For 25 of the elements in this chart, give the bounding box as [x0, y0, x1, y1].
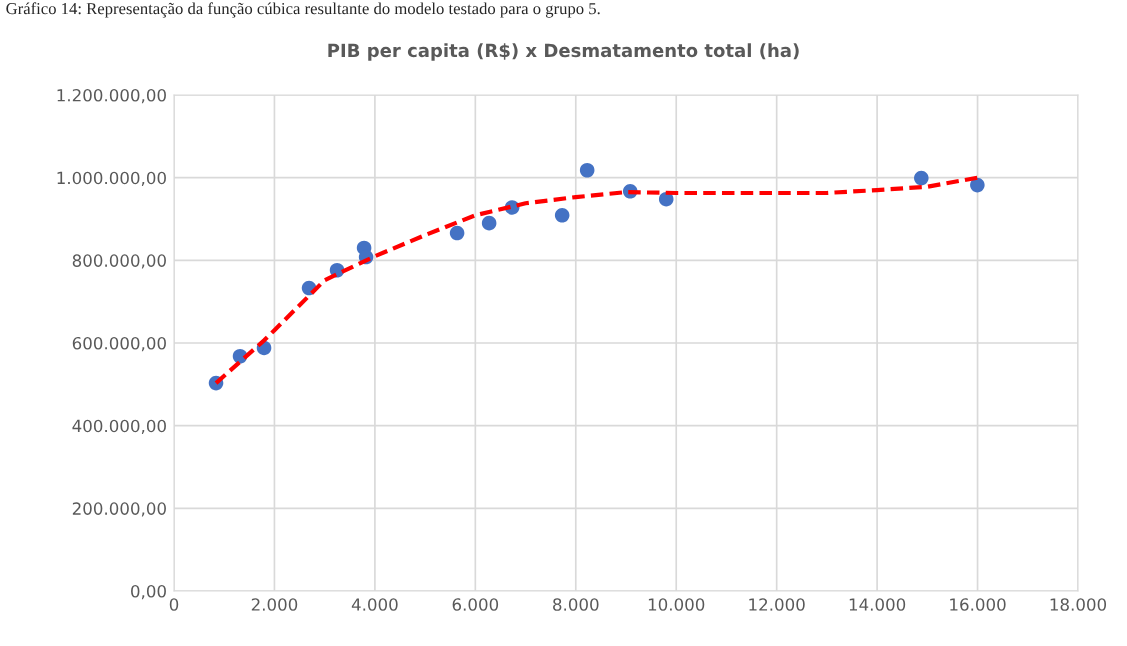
y-tick-label: 400.000,00: [72, 419, 166, 434]
x-tick-label: 14.000: [849, 598, 906, 611]
point: [914, 170, 929, 186]
point: [449, 225, 465, 241]
y-tick-label: 1.200.000,00: [57, 88, 166, 104]
text: Gráfico 14: Representação da função cúbica resultante do modelo testado para o grupo 5.: [6, 2, 600, 18]
point: [554, 208, 570, 223]
y-tick-label: 1.000.000,00: [57, 171, 166, 186]
x-tick-label: 16.000: [950, 598, 1006, 611]
point: [970, 177, 985, 193]
x-tick-label: 10.000: [648, 598, 705, 611]
x-tick-label: 18.000: [1050, 598, 1107, 611]
x-tick-label: 6.000: [452, 598, 499, 611]
x-tick-label: 12.000: [749, 598, 805, 611]
y-tick-label: 200.000,00: [72, 502, 166, 517]
chart-title: PIB per capita (R$) x Desmatamento total (ha): [328, 43, 799, 61]
y-tick-label: 800.000,00: [72, 254, 166, 269]
y-tick-label: 0,00: [131, 584, 166, 600]
x-tick-label: 4.000: [351, 598, 398, 611]
y-tick-label: 600.000,00: [72, 336, 166, 352]
x-tick-label: 8.000: [553, 598, 599, 611]
point: [481, 215, 497, 231]
x-tick-label: 0: [169, 598, 179, 611]
x-tick-label: 2.000: [251, 598, 298, 611]
point: [579, 162, 595, 178]
